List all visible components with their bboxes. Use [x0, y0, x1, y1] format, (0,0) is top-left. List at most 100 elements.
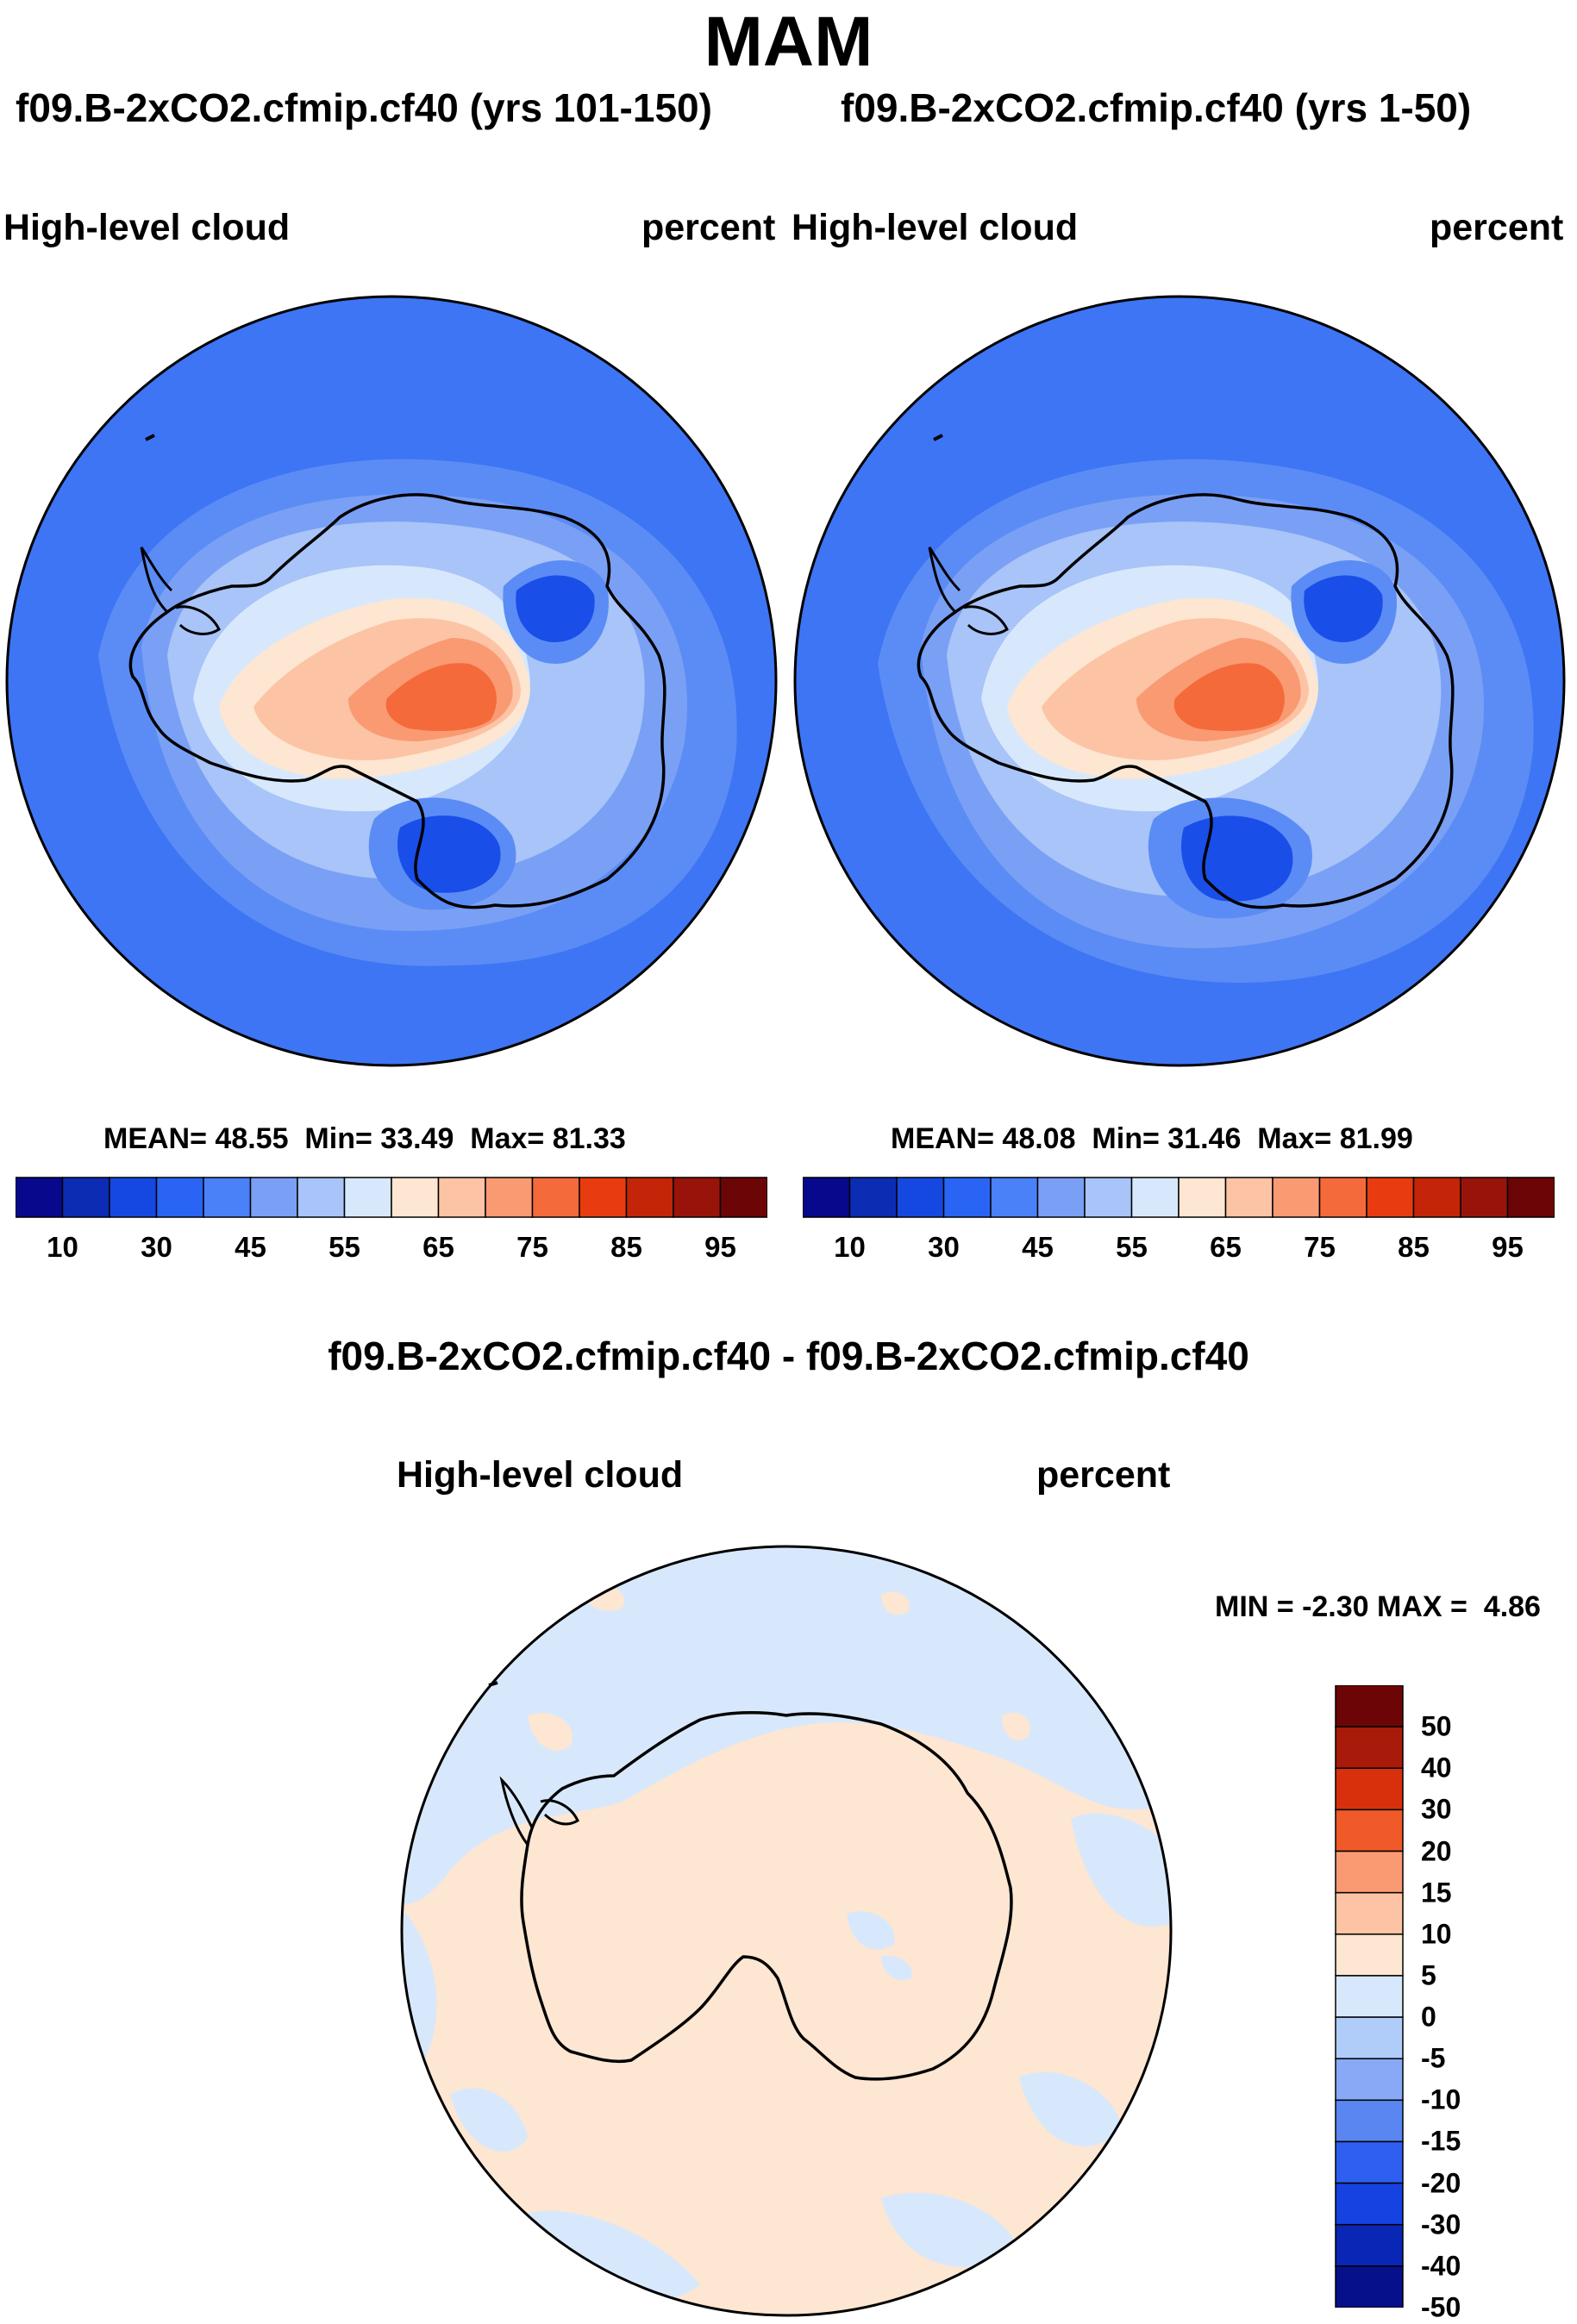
diff-colorbar-swatch — [1335, 1726, 1404, 1770]
panel2-colorbar-swatch — [1178, 1177, 1227, 1218]
diff-variable-label: High-level cloud — [397, 1454, 684, 1496]
diff-colorbar-tick-label: 15 — [1421, 1877, 1452, 1909]
panel1-colorbar-swatch — [391, 1177, 440, 1218]
panel2-colorbar-swatch — [1224, 1177, 1273, 1218]
panel1-mean-label: MEAN= — [103, 1122, 207, 1155]
panel2-colorbar-swatch — [1412, 1177, 1461, 1218]
diff-colorbar-tick-label: -40 — [1421, 2250, 1461, 2282]
diff-colorbar-tick-label: 0 — [1421, 2001, 1436, 2033]
diff-colorbar — [1335, 1685, 1404, 2308]
diff-colorbar-swatch — [1335, 2016, 1404, 2059]
panel2-colorbar-swatch — [896, 1177, 945, 1218]
diff-max-value: 4.86 — [1483, 1590, 1541, 1623]
panel1-colorbar-ticks: 10 30 45 55 65 75 85 95 — [16, 1231, 767, 1265]
panel1-colorbar-swatch — [531, 1177, 580, 1218]
panel2-colorbar-swatch — [1130, 1177, 1180, 1218]
diff-max-label: MAX = — [1377, 1590, 1467, 1623]
panel1-min-label: Min= — [304, 1122, 372, 1155]
diff-colorbar-swatch — [1335, 2140, 1404, 2184]
panel2-mean-label: MEAN= — [891, 1122, 994, 1155]
panel1-colorbar-swatch — [203, 1177, 252, 1218]
diff-colorbar-swatch — [1335, 1809, 1404, 1852]
diff-colorbar-tick-label: 20 — [1421, 1835, 1452, 1867]
diff-colorbar-swatch — [1335, 1685, 1404, 1727]
panel1-colorbar-tick-label: 45 — [235, 1231, 266, 1263]
panel1-colorbar-tick-label: 30 — [141, 1231, 172, 1263]
panel1-colorbar-swatch — [437, 1177, 486, 1218]
panel1-colorbar-swatch — [297, 1177, 346, 1218]
panel2-mean-value: 48.08 — [1002, 1122, 1076, 1155]
panel2-colorbar-tick-label: 75 — [1304, 1231, 1336, 1263]
panel2-max-value: 81.99 — [1339, 1122, 1413, 1155]
panel1-min-value: 33.49 — [380, 1122, 454, 1155]
panel2-min-value: 31.46 — [1167, 1122, 1242, 1155]
diff-minmax: MIN = -2.30 MAX = 4.86 — [1215, 1590, 1541, 1624]
diff-colorbar-tick-label: -50 — [1421, 2291, 1461, 2323]
panel1-units-label: percent — [641, 207, 776, 248]
diff-colorbar-tick-label: 50 — [1421, 1710, 1452, 1742]
panel2-colorbar-tick-label: 30 — [928, 1231, 960, 1263]
panel2-variable-label: High-level cloud — [792, 207, 1079, 248]
panel1-colorbar-swatch — [579, 1177, 628, 1218]
diff-colorbar-swatch — [1335, 1767, 1404, 1811]
panel2-colorbar-tick-label: 10 — [834, 1231, 866, 1263]
panel2-colorbar-swatch — [803, 1177, 851, 1218]
panel2-colorbar-tick-label: 45 — [1022, 1231, 1054, 1263]
diff-colorbar-swatch — [1335, 2265, 1404, 2308]
panel2-colorbar-swatch — [1366, 1177, 1415, 1218]
panel1-colorbar-tick-label: 10 — [47, 1231, 78, 1263]
diff-colorbar-swatch — [1335, 2223, 1404, 2267]
panel2-stats: MEAN= 48.08 Min= 31.46 Max= 81.99 — [891, 1122, 1413, 1156]
diff-colorbar-swatch — [1335, 2182, 1404, 2226]
diff-colorbar-tick-label: -20 — [1421, 2167, 1461, 2199]
panel2-colorbar-swatch — [942, 1177, 992, 1218]
panel2-colorbar-swatch — [1318, 1177, 1367, 1218]
panel1-max-label: Max= — [470, 1122, 545, 1155]
diff-colorbar-tick-label: -30 — [1421, 2208, 1461, 2240]
panel1-max-value: 81.33 — [552, 1122, 626, 1155]
panel1-colorbar-tick-label: 65 — [422, 1231, 454, 1263]
diff-colorbar-swatch — [1335, 1850, 1404, 1894]
diff-colorbar-tick-label: -10 — [1421, 2083, 1461, 2115]
diff-min-value: -2.30 — [1302, 1590, 1369, 1623]
panel2-min-label: Min= — [1092, 1122, 1160, 1155]
diff-colorbar-swatch — [1335, 1891, 1404, 1935]
diff-colorbar-tick-label: 10 — [1421, 1918, 1452, 1950]
diff-colorbar-swatch — [1335, 1975, 1404, 2018]
panel2-colorbar-swatch — [1506, 1177, 1555, 1218]
panel1-colorbar-swatch — [673, 1177, 722, 1218]
panel1-colorbar-swatch — [155, 1177, 204, 1218]
panel2-colorbar-swatch — [1272, 1177, 1321, 1218]
panel2-colorbar-tick-label: 55 — [1116, 1231, 1148, 1263]
panel1-colorbar-tick-label: 55 — [329, 1231, 360, 1263]
panel1-colorbar-swatch — [61, 1177, 110, 1218]
panel1-stats: MEAN= 48.55 Min= 33.49 Max= 81.33 — [103, 1122, 626, 1156]
panel2-colorbar-tick-label: 95 — [1492, 1231, 1524, 1263]
panel1-colorbar-tick-label: 85 — [610, 1231, 642, 1263]
panel2-colorbar-swatch — [1084, 1177, 1133, 1218]
panel1-colorbar — [16, 1177, 767, 1218]
panel2-polar-map — [793, 295, 1566, 1067]
panel1-polar-map — [5, 295, 778, 1067]
panel2-colorbar-swatch — [990, 1177, 1039, 1218]
diff-min-label: MIN = — [1215, 1590, 1294, 1623]
diff-colorbar-tick-label: 30 — [1421, 1793, 1452, 1825]
panel1-colorbar-swatch — [485, 1177, 534, 1218]
figure-title: MAM — [704, 3, 873, 81]
panel2-colorbar-swatch — [848, 1177, 898, 1218]
panel2-units-label: percent — [1430, 207, 1564, 248]
diff-polar-map — [400, 1545, 1173, 2317]
panel2-colorbar-ticks: 10 30 45 55 65 75 85 95 — [803, 1231, 1555, 1265]
diff-colorbar-tick-label: 5 — [1421, 1959, 1436, 1991]
diff-colorbar-ticks: 50 40 30 20 15 10 5 0 -5 -10 -15 -20 -30 -40 -50 — [1421, 1685, 1507, 2323]
diff-colorbar-swatch — [1335, 2099, 1404, 2143]
panel1-mean-value: 48.55 — [215, 1122, 289, 1155]
panel1-run-title: f09.B-2xCO2.cfmip.cf40 (yrs 101-150) — [16, 85, 712, 130]
panel1-colorbar-swatch — [625, 1177, 674, 1218]
panel1-colorbar-tick-label: 95 — [704, 1231, 736, 1263]
panel2-max-label: Max= — [1257, 1122, 1332, 1155]
diff-units-label: percent — [1036, 1454, 1171, 1496]
panel1-variable-label: High-level cloud — [3, 207, 291, 248]
diff-colorbar-tick-label: -5 — [1421, 2042, 1446, 2074]
panel2-colorbar-tick-label: 85 — [1398, 1231, 1430, 1263]
